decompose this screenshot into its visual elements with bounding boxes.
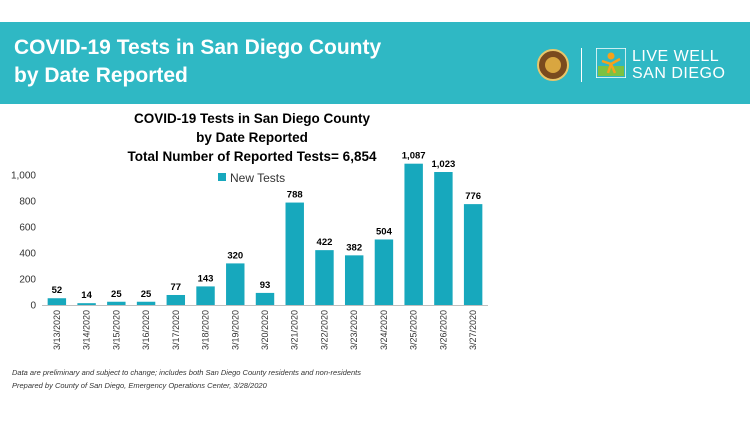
bar-value-label: 143 — [198, 273, 214, 284]
y-tick-label: 1,000 — [11, 171, 36, 182]
bar-3/23/2020 — [344, 255, 364, 305]
bar-value-label: 382 — [346, 242, 362, 253]
chart-title: COVID-19 Tests in San Diego County by Dat… — [128, 111, 377, 164]
seal-center — [545, 57, 561, 73]
bar-3/24/2020 — [374, 239, 394, 305]
bars: 52 14 25 25 77 143 320 93 788 422 382 504 1,087 1,023… — [47, 151, 483, 305]
y-tick-label: 0 — [30, 301, 36, 312]
chart-title-line-2: by Date Reported — [196, 130, 308, 145]
chart-legend: New Tests — [218, 171, 285, 185]
bar-value-label: 504 — [376, 226, 393, 237]
chart-title-line-1: COVID-19 Tests in San Diego County — [134, 111, 371, 126]
bar-value-label: 320 — [227, 250, 243, 261]
bar-3/21/2020 — [285, 202, 304, 305]
bar-3/19/2020 — [226, 263, 245, 305]
live-well-person-icon — [596, 48, 626, 78]
x-tick-label: 3/25/2020 — [409, 310, 419, 350]
bar-3/26/2020 — [434, 172, 453, 305]
bar-value-label: 25 — [141, 289, 152, 300]
x-tick-label: 3/13/2020 — [52, 310, 62, 350]
x-tick-label: 3/15/2020 — [111, 310, 121, 350]
page-title: COVID-19 Tests in San Diego County by Da… — [14, 34, 381, 90]
bar-value-label: 52 — [52, 285, 63, 296]
bar-value-label: 422 — [317, 237, 333, 248]
bar-value-label: 1,087 — [402, 151, 426, 162]
x-tick-label: 3/17/2020 — [171, 310, 181, 350]
x-axis: 3/13/2020 3/14/2020 3/15/2020 3/16/2020 3/17… — [42, 305, 488, 350]
legend-label: New Tests — [230, 171, 285, 185]
bar-3/22/2020 — [315, 250, 334, 305]
y-tick-label: 200 — [19, 275, 36, 286]
logo-text-line2: SAN DIEGO — [632, 65, 726, 82]
y-axis: 0 200 400 600 800 1,000 — [11, 171, 36, 312]
bar-3/27/2020 — [463, 204, 483, 305]
x-tick-label: 3/26/2020 — [438, 310, 448, 350]
bar-3/14/2020 — [77, 303, 96, 305]
bar-value-label: 14 — [81, 290, 92, 301]
logo-divider — [581, 48, 582, 82]
x-tick-label: 3/23/2020 — [349, 310, 359, 350]
x-tick-label: 3/27/2020 — [468, 310, 478, 350]
legend-swatch — [218, 173, 226, 181]
x-tick-label: 3/14/2020 — [82, 310, 92, 350]
bar-value-label: 788 — [287, 190, 303, 201]
bar-3/25/2020 — [404, 163, 423, 305]
y-tick-label: 600 — [19, 223, 36, 234]
bar-3/15/2020 — [107, 301, 126, 305]
bar-value-label: 77 — [171, 282, 182, 293]
footnote-disclaimer: Data are preliminary and subject to chan… — [12, 368, 361, 377]
x-tick-label: 3/16/2020 — [141, 310, 151, 350]
bar-value-label: 93 — [260, 280, 271, 291]
x-tick-label: 3/21/2020 — [290, 310, 300, 350]
y-tick-label: 800 — [19, 197, 36, 208]
bar-value-label: 776 — [465, 191, 481, 202]
bar-3/16/2020 — [136, 301, 156, 305]
chart-title-line-3: Total Number of Reported Tests= 6,854 — [128, 149, 377, 164]
bar-3/18/2020 — [196, 286, 215, 305]
x-tick-label: 3/22/2020 — [319, 310, 329, 350]
x-tick-label: 3/20/2020 — [260, 310, 270, 350]
bar-value-label: 1,023 — [432, 159, 456, 170]
bar-3/13/2020 — [47, 298, 67, 305]
logo-text-line1: LIVE WELL — [632, 48, 720, 65]
bar-3/17/2020 — [166, 294, 186, 305]
county-seal-icon — [537, 49, 569, 81]
bar-3/20/2020 — [255, 292, 275, 305]
x-tick-label: 3/18/2020 — [201, 310, 211, 350]
header-banner: COVID-19 Tests in San Diego County by Da… — [0, 22, 750, 104]
y-tick-label: 400 — [19, 249, 36, 260]
bar-value-label: 25 — [111, 289, 122, 300]
page-title-line2: by Date Reported — [14, 64, 188, 87]
x-tick-label: 3/24/2020 — [379, 310, 389, 350]
x-tick-label: 3/19/2020 — [230, 310, 240, 350]
live-well-logo: LIVE WELL SAN DIEGO — [632, 48, 725, 82]
tests-bar-chart: COVID-19 Tests in San Diego County by Dat… — [11, 111, 488, 350]
footnote-prepared-by: Prepared by County of San Diego, Emergen… — [12, 381, 267, 390]
page-title-line1: COVID-19 Tests in San Diego County — [14, 36, 382, 59]
